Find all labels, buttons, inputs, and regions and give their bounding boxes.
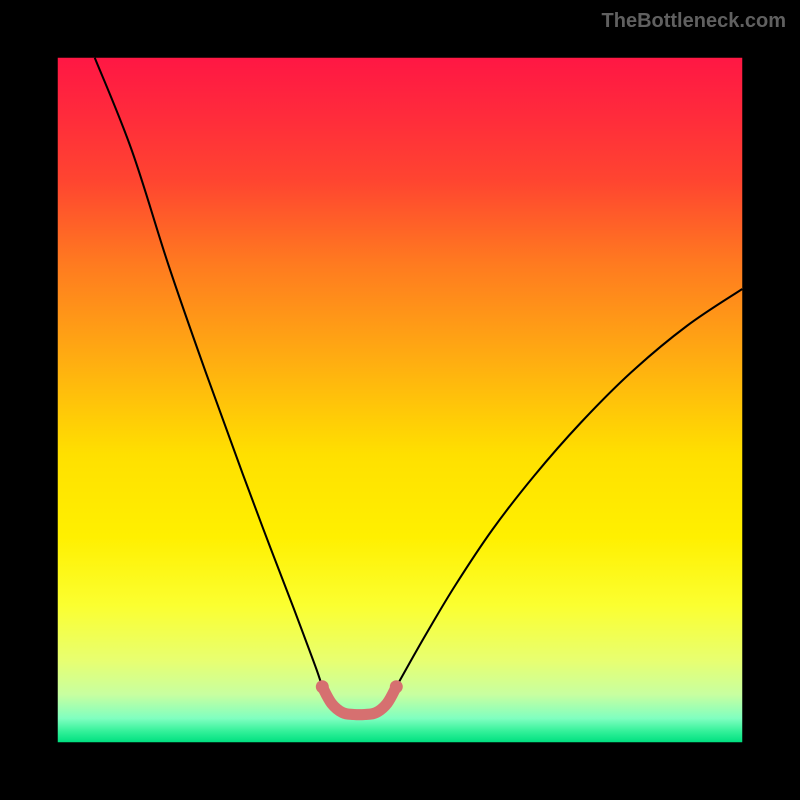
chart-container [30, 30, 770, 770]
trough-marker [316, 680, 329, 693]
gradient-background [58, 58, 743, 743]
bottleneck-chart [30, 30, 770, 770]
trough-marker [390, 680, 403, 693]
watermark-text: TheBottleneck.com [602, 10, 786, 33]
